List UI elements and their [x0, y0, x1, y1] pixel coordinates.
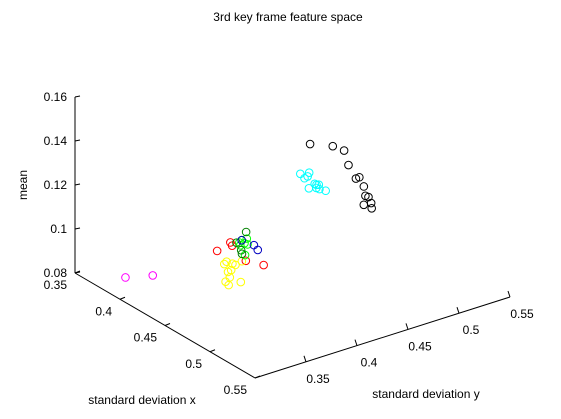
data-point — [367, 204, 377, 213]
data-point — [241, 227, 251, 237]
data-point — [148, 271, 158, 280]
y-tick-mark — [303, 355, 307, 362]
data-point — [296, 169, 305, 179]
data-point — [328, 141, 338, 151]
x-tick-label: 0.55 — [224, 383, 248, 397]
data-point — [304, 168, 314, 177]
data-point — [226, 238, 235, 247]
data-point — [212, 246, 222, 256]
z-tick-label: 0.14 — [44, 134, 68, 148]
data-point — [259, 260, 268, 270]
ticks-group: 0.35 0.4 0.45 0.5 0.55 0.35 0.4 0.45 0.5 0.55 0.08… — [44, 90, 534, 397]
z-tick-mark — [74, 271, 81, 274]
y-axis-label: standard deviation y — [372, 387, 479, 401]
y-tick-mark — [456, 307, 460, 314]
data-point — [339, 146, 349, 155]
data-point — [232, 238, 241, 248]
x-tick-mark — [119, 296, 126, 300]
data-point — [359, 182, 369, 191]
y-axis-line — [254, 296, 511, 379]
x-tick-mark — [254, 375, 261, 379]
z-axis-label: mean — [16, 170, 30, 200]
data-point — [344, 160, 353, 170]
x-tick-label: 0.5 — [185, 357, 202, 371]
data-point — [121, 273, 130, 282]
data-point — [241, 256, 251, 266]
chart-title: 3rd key frame feature space — [213, 10, 363, 24]
data-point — [236, 245, 246, 255]
z-tick-mark — [74, 227, 81, 230]
data-point — [366, 198, 376, 208]
y-tick-mark — [405, 323, 409, 330]
z-tick-label: 0.12 — [44, 178, 68, 192]
data-point — [219, 259, 229, 269]
y-tick-label: 0.55 — [510, 307, 534, 321]
z-tick-label: 0.16 — [44, 90, 68, 104]
z-tick-mark — [74, 139, 81, 142]
data-point — [243, 240, 252, 249]
data-points-group — [121, 139, 377, 290]
data-point — [355, 172, 364, 182]
data-point — [364, 192, 373, 202]
data-point — [300, 173, 309, 183]
data-point — [237, 249, 247, 259]
y-tick-label: 0.35 — [306, 372, 330, 386]
y-tick-label: 0.45 — [408, 339, 432, 353]
x-tick-mark — [164, 323, 171, 326]
y-tick-label: 0.5 — [463, 323, 480, 337]
data-point — [321, 186, 330, 196]
z-tick-label: 0.08 — [44, 266, 68, 280]
y-tick-label: 0.4 — [361, 356, 378, 370]
data-point — [231, 260, 240, 270]
z-tick-label: 0.1 — [50, 222, 67, 236]
data-point — [359, 200, 369, 210]
data-point — [310, 179, 320, 189]
x-tick-label: 0.4 — [95, 304, 112, 318]
data-point — [305, 139, 315, 149]
x-tick-label: 0.45 — [134, 331, 158, 345]
data-point — [222, 257, 231, 267]
y-tick-mark — [507, 290, 511, 298]
data-point — [236, 277, 246, 287]
data-point — [237, 235, 246, 245]
z-tick-mark — [74, 183, 81, 186]
x-tick-label: 0.35 — [44, 278, 68, 292]
data-point — [242, 234, 252, 243]
y-tick-mark — [354, 339, 358, 346]
data-point — [253, 245, 263, 255]
x-tick-mark — [209, 349, 216, 353]
data-point — [314, 180, 324, 190]
data-point — [226, 265, 236, 275]
data-point — [315, 184, 324, 194]
x-axis-label: standard deviation x — [88, 393, 195, 407]
data-point — [312, 180, 321, 190]
z-tick-mark — [74, 95, 81, 98]
